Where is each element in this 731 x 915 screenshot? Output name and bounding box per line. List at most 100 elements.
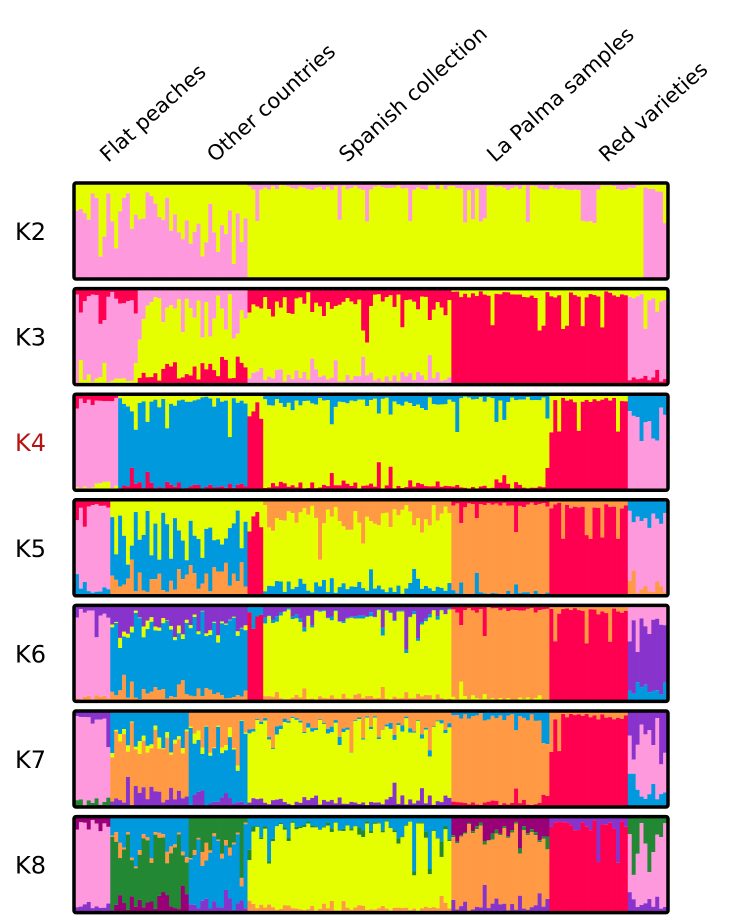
sample-bar-dominant bbox=[345, 529, 350, 590]
sample-bar-fraction bbox=[86, 500, 92, 507]
sample-bar-fraction bbox=[282, 827, 288, 830]
sample-bar-fraction bbox=[267, 737, 272, 740]
sample-bar-fraction bbox=[592, 817, 597, 821]
sample-bar-fraction bbox=[235, 765, 241, 771]
sample-bar-fraction bbox=[647, 380, 652, 384]
sample-bar-fraction bbox=[137, 606, 142, 618]
sample-bar-fraction bbox=[184, 712, 190, 730]
sample-bar-dominant bbox=[584, 297, 589, 384]
sample-bar-dominant bbox=[361, 330, 366, 357]
sample-bar-fraction bbox=[247, 802, 252, 806]
sample-bar-fraction bbox=[337, 289, 342, 305]
sample-bar-dominant bbox=[482, 218, 488, 278]
sample-bar-dominant bbox=[655, 191, 660, 278]
sample-bar-dominant bbox=[208, 336, 213, 364]
sample-bar-dominant bbox=[157, 748, 162, 792]
sample-bar-dominant bbox=[565, 717, 570, 806]
sample-bar-fraction bbox=[208, 184, 213, 204]
sample-bar-fraction bbox=[321, 289, 327, 317]
sample-bar-dominant bbox=[627, 735, 633, 774]
sample-bar-dominant bbox=[263, 399, 268, 488]
sample-bar-fraction bbox=[553, 184, 558, 188]
sample-bar-fraction bbox=[247, 184, 252, 187]
sample-bar-fraction bbox=[290, 289, 295, 314]
sample-bar-fraction bbox=[145, 395, 150, 422]
sample-bar-fraction bbox=[176, 482, 182, 490]
sample-bar-fraction bbox=[231, 289, 237, 339]
sample-bar-dominant bbox=[439, 723, 444, 803]
sample-bar-fraction bbox=[647, 184, 652, 189]
sample-bar-fraction bbox=[408, 817, 413, 822]
sample-bar-dominant bbox=[663, 823, 668, 908]
sample-bar-fraction bbox=[204, 898, 209, 912]
sample-bar-dominant bbox=[423, 410, 429, 487]
sample-bar-dominant bbox=[235, 770, 241, 803]
sample-bar-fraction bbox=[565, 500, 570, 505]
sample-bar-fraction bbox=[349, 828, 354, 831]
sample-bar-fraction bbox=[443, 590, 448, 595]
sample-bar-dominant bbox=[643, 518, 648, 587]
sample-bar-fraction bbox=[94, 500, 99, 505]
sample-bar-dominant bbox=[353, 721, 358, 803]
sample-bar-dominant bbox=[478, 504, 484, 593]
sample-bar-fraction bbox=[388, 466, 393, 490]
sample-bar-dominant bbox=[553, 641, 558, 701]
sample-bar-fraction bbox=[580, 500, 586, 507]
sample-bar-fraction bbox=[384, 712, 389, 725]
sample-bar-fraction bbox=[208, 817, 213, 851]
sample-bar-dominant bbox=[188, 859, 193, 905]
sample-bar-fraction bbox=[231, 616, 237, 618]
sample-bar-dominant bbox=[384, 512, 389, 593]
sample-bar-fraction bbox=[169, 696, 174, 701]
sample-bar-fraction bbox=[176, 395, 182, 401]
sample-bar-dominant bbox=[255, 720, 260, 800]
sample-bar-fraction bbox=[427, 355, 433, 384]
sample-bar-dominant bbox=[392, 832, 397, 908]
sample-bar-fraction bbox=[180, 634, 186, 640]
sample-bar-fraction bbox=[325, 908, 331, 912]
sample-bar-dominant bbox=[145, 192, 150, 278]
sample-bar-fraction bbox=[506, 500, 511, 506]
sample-bar-fraction bbox=[372, 712, 378, 717]
sample-bar-dominant bbox=[349, 400, 354, 486]
sample-bar-fraction bbox=[396, 817, 401, 839]
sample-bar-fraction bbox=[86, 591, 92, 595]
sample-bar-fraction bbox=[118, 500, 123, 516]
sample-bar-dominant bbox=[376, 185, 382, 278]
sample-bar-fraction bbox=[75, 395, 80, 409]
sample-bar-fraction bbox=[643, 289, 648, 329]
sample-bar-fraction bbox=[404, 907, 409, 912]
sample-bar-fraction bbox=[251, 395, 256, 412]
sample-bar-fraction bbox=[318, 500, 323, 560]
sample-bar-fraction bbox=[274, 395, 280, 400]
sample-bar-fraction bbox=[306, 606, 311, 616]
sample-bar-fraction bbox=[94, 712, 99, 720]
sample-bar-fraction bbox=[337, 621, 342, 622]
sample-bar-fraction bbox=[310, 289, 315, 313]
sample-bar-fraction bbox=[372, 289, 378, 295]
sample-bar-dominant bbox=[153, 630, 158, 688]
sample-bar-fraction bbox=[537, 695, 542, 701]
panel-frame bbox=[72, 498, 670, 598]
sample-bar-fraction bbox=[459, 712, 464, 719]
sample-bar-dominant bbox=[180, 332, 186, 378]
sample-bar-fraction bbox=[200, 606, 205, 611]
sample-bar-dominant bbox=[196, 223, 201, 278]
sample-bar-dominant bbox=[169, 305, 174, 367]
sample-bar-fraction bbox=[529, 712, 535, 715]
sample-bar-dominant bbox=[608, 717, 613, 806]
sample-bar-fraction bbox=[204, 712, 209, 726]
sample-bar-fraction bbox=[529, 487, 535, 490]
sample-bar-fraction bbox=[278, 822, 284, 825]
sample-bar-fraction bbox=[161, 500, 166, 513]
sample-bar-fraction bbox=[651, 783, 656, 806]
sample-bar-fraction bbox=[612, 817, 617, 829]
sample-bar-fraction bbox=[125, 578, 131, 595]
sample-bar-fraction bbox=[498, 698, 503, 701]
sample-bar-fraction bbox=[502, 826, 507, 829]
sample-bar-dominant bbox=[643, 422, 648, 490]
sample-bar-dominant bbox=[278, 403, 284, 482]
sample-bar-dominant bbox=[188, 308, 193, 376]
sample-bar-dominant bbox=[298, 186, 303, 278]
sample-bar-dominant bbox=[129, 632, 135, 682]
